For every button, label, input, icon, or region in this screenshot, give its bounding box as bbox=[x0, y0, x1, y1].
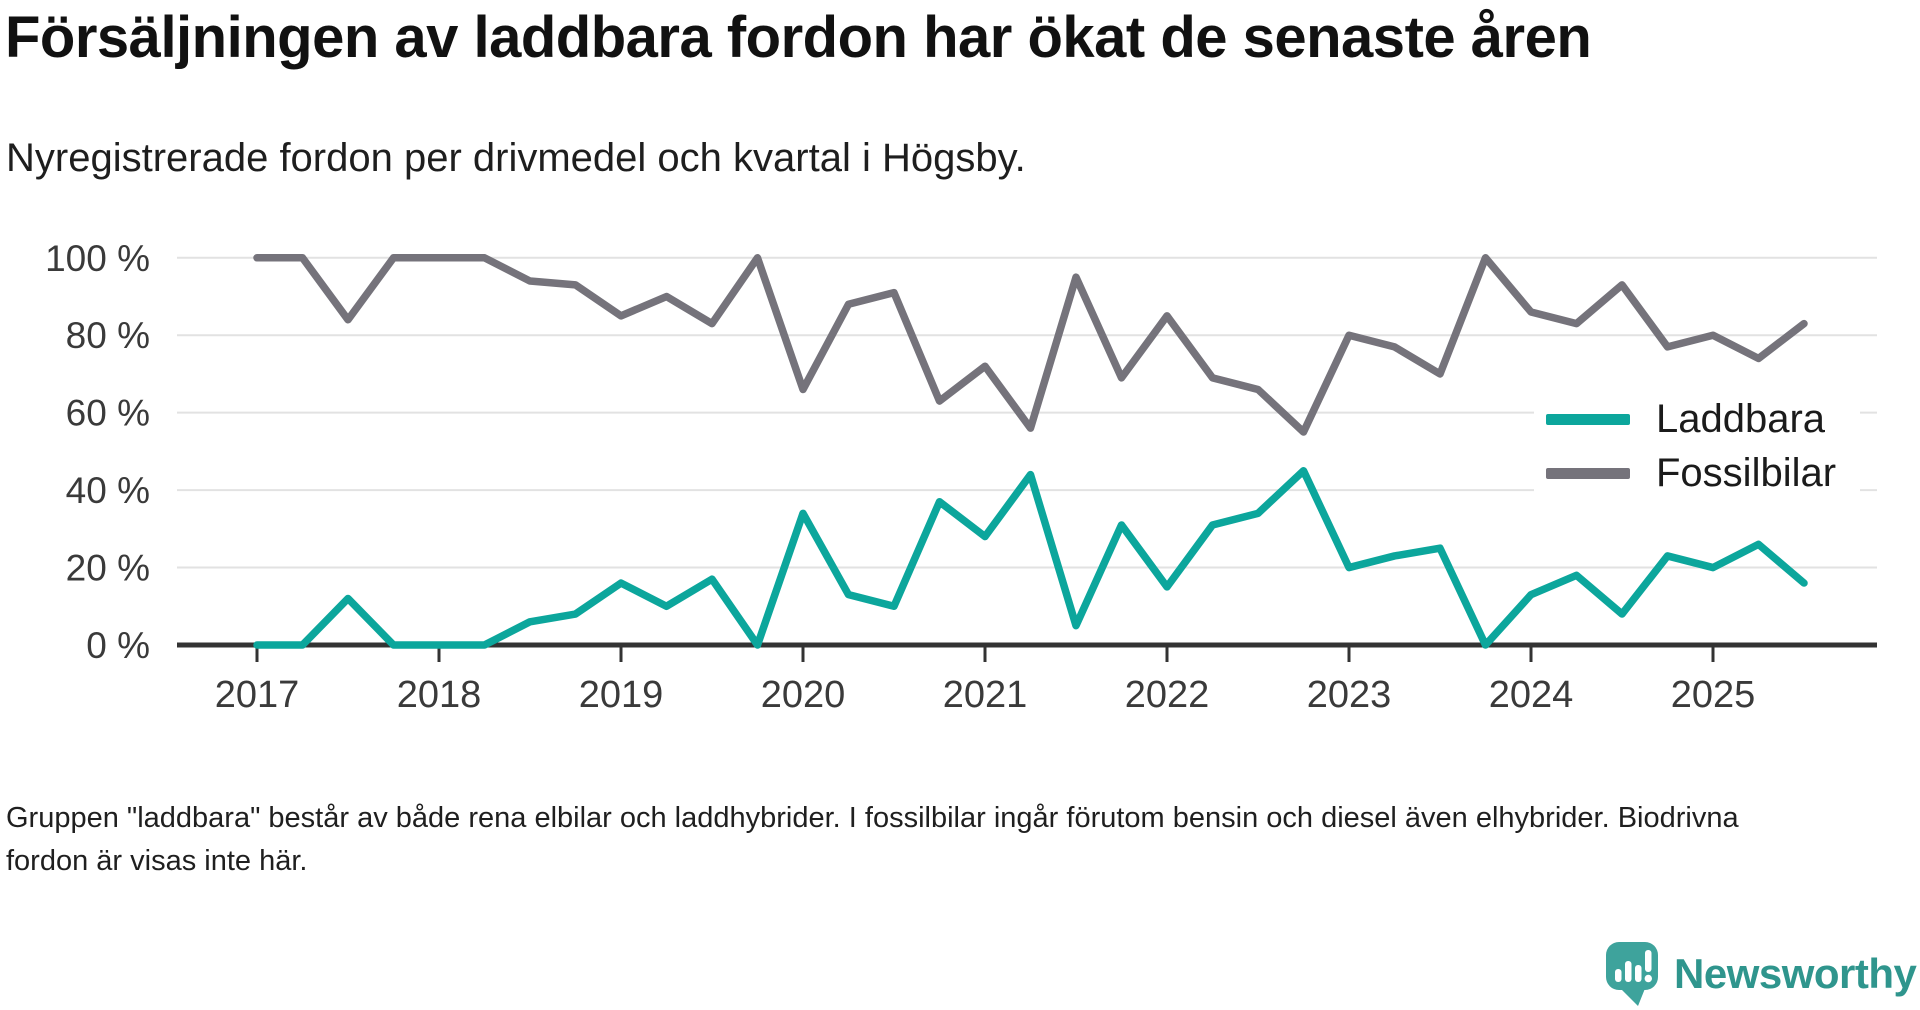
legend-item-fossilbilar: Fossilbilar bbox=[1546, 446, 1836, 500]
y-tick-label: 0 % bbox=[86, 625, 150, 666]
brand-name: Newsworthy bbox=[1674, 950, 1917, 997]
x-tick-label: 2019 bbox=[579, 674, 664, 716]
y-tick-label: 60 % bbox=[66, 393, 150, 434]
page-title: Försäljningen av laddbara fordon har öka… bbox=[5, 5, 1592, 70]
x-tick-label: 2024 bbox=[1489, 674, 1574, 716]
x-tick-label: 2022 bbox=[1125, 674, 1210, 716]
line-chart: 0 % 20 % 40 % 60 % 80 % 100 % 2017 2018 2019 2020… bbox=[45, 238, 1877, 716]
laddbara-line-swatch bbox=[1546, 413, 1630, 425]
fossilbilar-line-swatch bbox=[1546, 467, 1630, 479]
x-tick-label: 2017 bbox=[215, 674, 300, 716]
x-tick-label: 2023 bbox=[1307, 674, 1392, 716]
y-tick-label: 40 % bbox=[66, 470, 150, 511]
series-line-fossilbilar bbox=[253, 254, 1808, 436]
x-tick-label: 2021 bbox=[943, 674, 1028, 716]
legend: Laddbara Fossilbilar bbox=[1534, 392, 1861, 500]
footnote: Gruppen "laddbara" består av både rena e… bbox=[6, 802, 1739, 877]
speech-bubble-chart-icon bbox=[1606, 942, 1658, 1006]
y-tick-label: 20 % bbox=[66, 548, 150, 589]
x-tick-label: 2020 bbox=[761, 674, 846, 716]
x-tick-label: 2025 bbox=[1671, 674, 1756, 716]
legend-label-fossilbilar: Fossilbilar bbox=[1656, 450, 1837, 495]
legend-item-laddbara: Laddbara bbox=[1546, 392, 1836, 446]
x-tick-label: 2018 bbox=[397, 674, 482, 716]
page-subtitle: Nyregistrerade fordon per drivmedel och … bbox=[6, 136, 1026, 180]
brand-logo[interactable]: Newsworthy bbox=[1606, 942, 1917, 1008]
y-tick-label: 100 % bbox=[45, 238, 150, 279]
series-line-laddbara bbox=[253, 467, 1808, 649]
legend-label-laddbara: Laddbara bbox=[1656, 396, 1826, 441]
y-tick-label: 80 % bbox=[66, 315, 150, 356]
